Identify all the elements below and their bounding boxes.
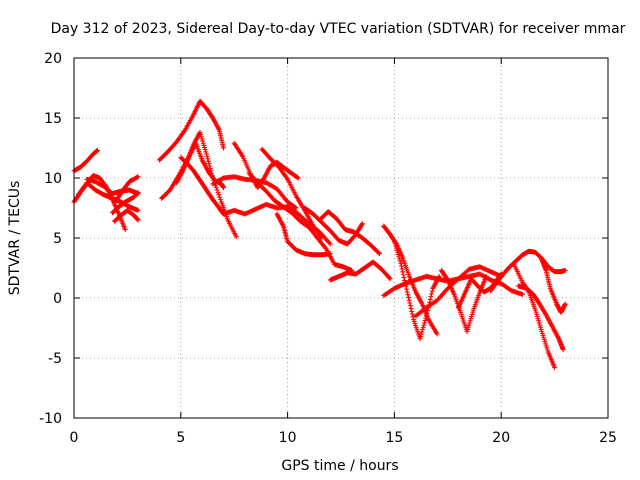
- marker-track-18: [302, 205, 365, 247]
- y-tick-label: 20: [44, 51, 62, 67]
- series-track-7: [112, 207, 141, 224]
- x-axis-label: GPS time / hours: [281, 458, 398, 474]
- axis-ticks: [73, 57, 609, 419]
- series-track-28: [511, 261, 558, 371]
- series-track-6: [114, 174, 141, 203]
- grid-lines: [74, 58, 608, 418]
- series-track-1: [71, 147, 100, 174]
- series-track-22: [391, 239, 442, 342]
- marker-track-1: [71, 147, 100, 174]
- y-tick-label: 15: [44, 111, 62, 127]
- data-points: [71, 98, 568, 371]
- marker-track-19: [317, 209, 382, 257]
- x-tick-label: 20: [492, 430, 510, 446]
- marker-track-11: [178, 155, 227, 217]
- chart-title: Day 312 of 2023, Sidereal Day-to-day VTE…: [51, 21, 626, 37]
- series-track-16: [259, 146, 325, 241]
- x-tick-label: 10: [279, 430, 297, 446]
- x-tick-label: 0: [70, 430, 79, 446]
- series-track-5: [109, 189, 141, 216]
- y-axis-label: SDTVAR / TECUs: [7, 181, 23, 296]
- marker-track-28: [511, 261, 558, 371]
- marker-track-5: [109, 189, 141, 216]
- marker-track-22: [391, 239, 442, 342]
- series-track-30: [539, 257, 568, 315]
- marker-track-6: [114, 174, 141, 203]
- marker-track-30: [539, 257, 568, 315]
- y-tick-label: -5: [48, 351, 62, 367]
- series-track-19: [317, 209, 382, 257]
- y-tick-label: 5: [53, 231, 62, 247]
- x-tick-label: 5: [176, 430, 185, 446]
- y-tick-label: 0: [53, 291, 62, 307]
- series-track-24: [413, 264, 504, 319]
- series-track-17: [274, 211, 333, 258]
- x-tick-label: 15: [385, 430, 403, 446]
- marker-track-20: [327, 259, 393, 283]
- series-track-8: [156, 98, 227, 163]
- x-tick-label: 25: [599, 430, 617, 446]
- series-track-11: [178, 155, 227, 217]
- y-tick-label: -10: [39, 411, 62, 427]
- marker-track-16: [259, 146, 325, 241]
- marker-track-17: [274, 211, 333, 258]
- y-tick-label: 10: [44, 171, 62, 187]
- series-track-14: [221, 201, 333, 247]
- marker-track-29: [515, 283, 566, 353]
- marker-track-14: [221, 201, 333, 247]
- series-track-18: [302, 205, 365, 247]
- tick-labels: 0 5 10 15 20 25 -10 -5 0 5 10 15 20: [39, 51, 617, 446]
- series-track-29: [515, 283, 566, 353]
- series-track-20: [327, 259, 393, 283]
- marker-track-8: [156, 98, 227, 163]
- marker-track-7: [112, 207, 141, 224]
- marker-track-24: [413, 264, 504, 319]
